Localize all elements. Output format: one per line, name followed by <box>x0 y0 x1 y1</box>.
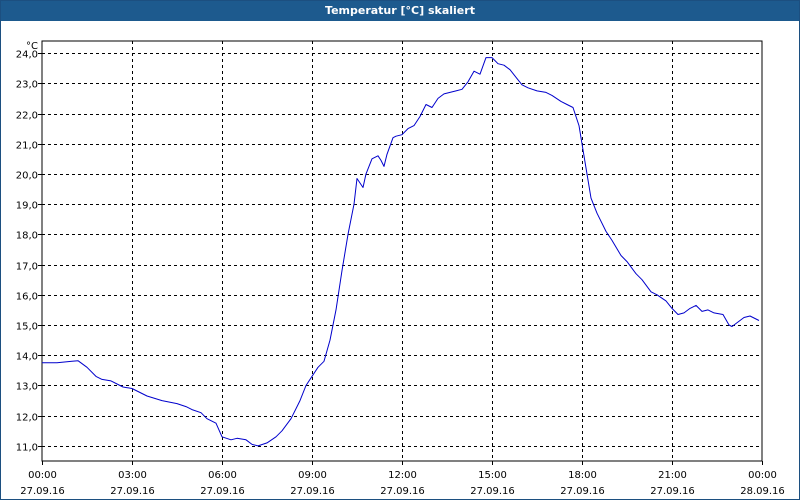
x-tick-date-label: 27.09.16 <box>20 486 65 497</box>
y-axis-ticks: 24,0 23,0 22,0 21,0 20,0 19,0 18,0 17,0 16,0 15,0… <box>16 50 42 454</box>
x-tick-date-label: 27.09.16 <box>200 486 245 497</box>
x-tick-time-label: 15:00 <box>478 470 507 481</box>
y-tick-label: 22,0 <box>16 111 38 122</box>
y-tick-label: 14,0 <box>16 352 38 363</box>
y-tick-label: 18,0 <box>16 231 38 242</box>
y-tick-label: 24,0 <box>16 50 38 61</box>
y-tick-label: 21,0 <box>16 141 38 152</box>
y-tick-label: 12,0 <box>16 413 38 424</box>
y-tick-label: 19,0 <box>16 201 38 212</box>
y-tick-label: 20,0 <box>16 171 38 182</box>
x-tick-date-label: 27.09.16 <box>560 486 605 497</box>
x-tick-date-label: 27.09.16 <box>110 486 155 497</box>
x-tick-time-label: 12:00 <box>388 470 417 481</box>
y-tick-label: 23,0 <box>16 80 38 91</box>
y-tick-label: 11,0 <box>16 443 38 454</box>
grid-lines <box>42 41 762 461</box>
x-tick-time-label: 00:00 <box>28 470 57 481</box>
x-tick-time-label: 21:00 <box>658 470 687 481</box>
x-tick-date-label: 27.09.16 <box>380 486 425 497</box>
x-tick-date-label: 28.09.16 <box>740 486 785 497</box>
x-tick-time-label: 09:00 <box>298 470 327 481</box>
x-tick-date-label: 27.09.16 <box>650 486 695 497</box>
x-tick-time-label: 18:00 <box>568 470 597 481</box>
y-tick-label: 13,0 <box>16 382 38 393</box>
temperature-chart: 24,0 23,0 22,0 21,0 20,0 19,0 18,0 17,0 16,0 15,0… <box>16 40 785 497</box>
temperature-series-line <box>42 57 760 447</box>
chart-title: Temperatur [°C] skaliert <box>1 1 799 21</box>
y-tick-label: 15,0 <box>16 322 38 333</box>
x-axis-ticks: 00:00 27.09.16 03:00 27.09.16 06:00 27.09.16 0… <box>20 461 785 497</box>
x-tick-date-label: 27.09.16 <box>470 486 515 497</box>
x-tick-time-label: 03:00 <box>118 470 147 481</box>
series-group <box>42 57 760 447</box>
x-tick-time-label: 00:00 <box>748 470 777 481</box>
y-axis-unit-label: °C <box>26 41 38 52</box>
y-tick-label: 17,0 <box>16 262 38 273</box>
y-tick-label: 16,0 <box>16 292 38 303</box>
x-tick-time-label: 06:00 <box>208 470 237 481</box>
x-tick-date-label: 27.09.16 <box>290 486 335 497</box>
